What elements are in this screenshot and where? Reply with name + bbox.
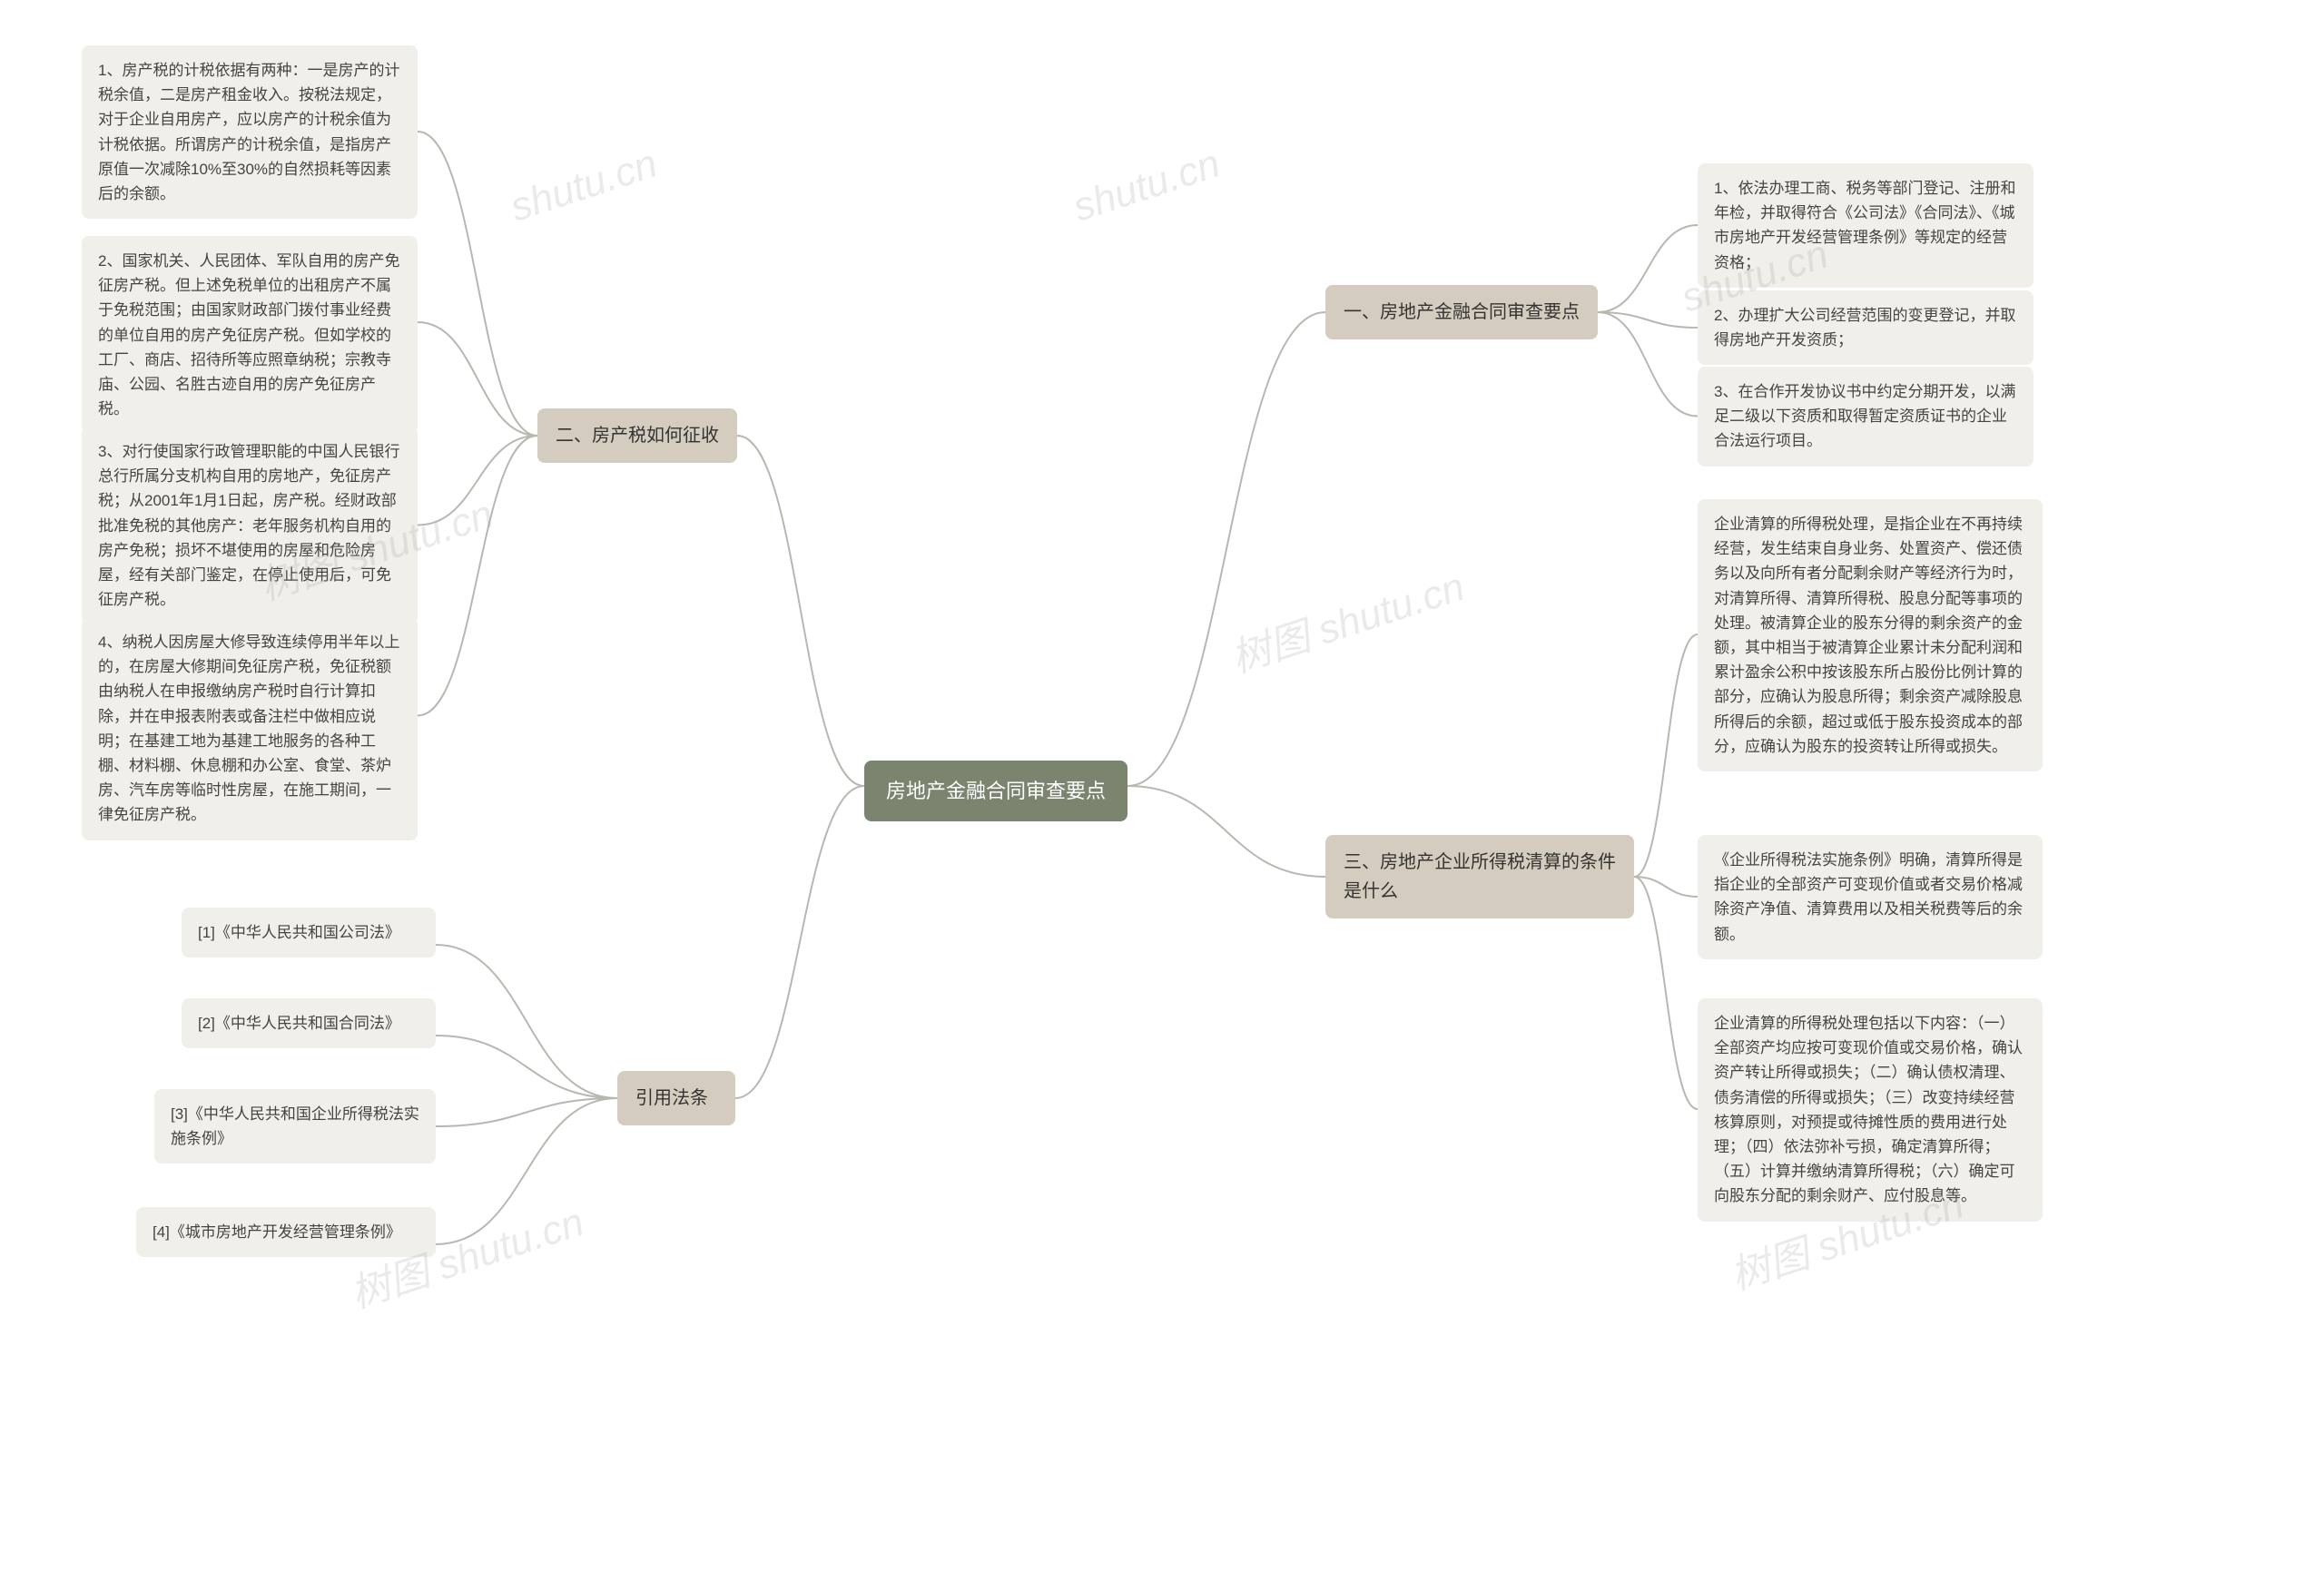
leaf-node-b4l2: [2]《中华人民共和国合同法》 [182, 998, 436, 1048]
connector [735, 786, 864, 1098]
leaf-node-b4l4: [4]《城市房地产开发经营管理条例》 [136, 1207, 436, 1257]
connector [418, 436, 537, 525]
connector [418, 132, 537, 436]
branch-node-b2: 二、房产税如何征收 [537, 408, 737, 463]
connector [1598, 312, 1698, 417]
leaf-node-b4l1: [1]《中华人民共和国公司法》 [182, 908, 436, 958]
connector [436, 1036, 617, 1098]
leaf-node-b4l3: [3]《中华人民共和国企业所得税法实施条例》 [154, 1089, 436, 1164]
leaf-node-b2l4: 4、纳税人因房屋大修导致连续停用半年以上的，在房屋大修期间免征房产税，免征税额由… [82, 617, 418, 840]
connector [1128, 786, 1325, 877]
leaf-node-b1l1: 1、依法办理工商、税务等部门登记、注册和年检，并取得符合《公司法》《合同法》、《… [1698, 163, 2034, 288]
connector [418, 436, 537, 716]
connector [1634, 877, 1698, 897]
root-node: 房地产金融合同审查要点 [864, 761, 1128, 821]
connector [436, 1098, 617, 1126]
watermark: 树图 shutu.cn [1223, 554, 1471, 683]
connector [737, 436, 864, 786]
watermark: shutu.cn [505, 142, 663, 231]
connector [1128, 312, 1325, 786]
connector [436, 945, 617, 1098]
branch-node-b1: 一、房地产金融合同审查要点 [1325, 285, 1598, 339]
branch-node-b4: 引用法条 [617, 1071, 735, 1125]
watermark: shutu.cn [1068, 142, 1226, 231]
leaf-node-b3l3: 企业清算的所得税处理包括以下内容：（一）全部资产均应按可变现价值或交易价格，确认… [1698, 998, 2043, 1222]
connector [436, 1098, 617, 1244]
leaf-node-b1l3: 3、在合作开发协议书中约定分期开发，以满足二级以下资质和取得暂定资质证书的企业合… [1698, 367, 2034, 466]
branch-node-b3: 三、房地产企业所得税清算的条件是什么 [1325, 835, 1634, 918]
leaf-node-b2l1: 1、房产税的计税依据有两种：一是房产的计税余值，二是房产租金收入。按税法规定，对… [82, 45, 418, 219]
leaf-node-b2l2: 2、国家机关、人民团体、军队自用的房产免征房产税。但上述免税单位的出租房产不属于… [82, 236, 418, 434]
leaf-node-b3l1: 企业清算的所得税处理，是指企业在不再持续经营，发生结束自身业务、处置资产、偿还债… [1698, 499, 2043, 771]
leaf-node-b2l3: 3、对行使国家行政管理职能的中国人民银行总行所属分支机构自用的房地产，免征房产税… [82, 427, 418, 624]
connector [1634, 877, 1698, 1109]
leaf-node-b3l2: 《企业所得税法实施条例》明确，清算所得是指企业的全部资产可变现价值或者交易价格减… [1698, 835, 2043, 959]
leaf-node-b1l2: 2、办理扩大公司经营范围的变更登记，并取得房地产开发资质； [1698, 290, 2034, 365]
connector [418, 322, 537, 436]
connector [1634, 634, 1698, 877]
connector [1598, 225, 1698, 312]
connector [1598, 312, 1698, 328]
